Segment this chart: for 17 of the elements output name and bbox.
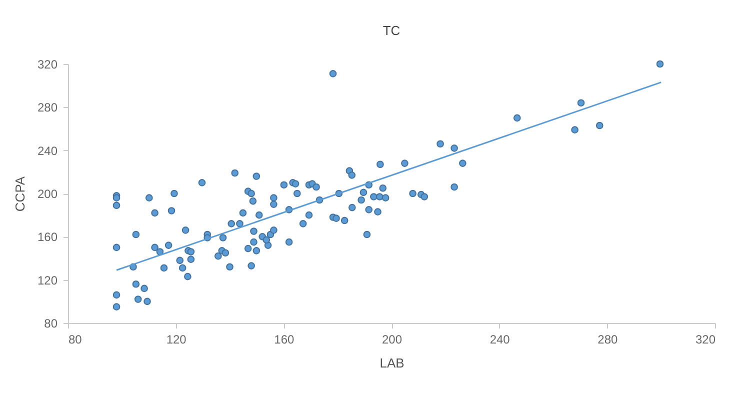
y-tick-label: 240 (37, 144, 58, 158)
y-tick-label: 160 (37, 230, 58, 244)
x-tick-label: 160 (274, 332, 294, 346)
y-axis-title: CCPA (12, 176, 28, 212)
x-axis-title: LAB (380, 356, 404, 370)
y-tick-label: 80 (44, 316, 58, 330)
x-tick-label: 280 (598, 332, 618, 346)
x-tick-label: 200 (382, 332, 402, 346)
x-tick-label: 80 (68, 332, 82, 346)
y-tick-label: 120 (37, 273, 58, 288)
y-tick-label: 200 (37, 187, 58, 201)
x-tick-label: 240 (490, 332, 510, 346)
x-tick-label: 120 (166, 332, 187, 346)
x-tick-label: 320 (695, 332, 716, 346)
chart-title: TC (382, 23, 400, 38)
y-tick-label: 320 (37, 58, 58, 72)
y-tick-label: 280 (37, 100, 58, 115)
